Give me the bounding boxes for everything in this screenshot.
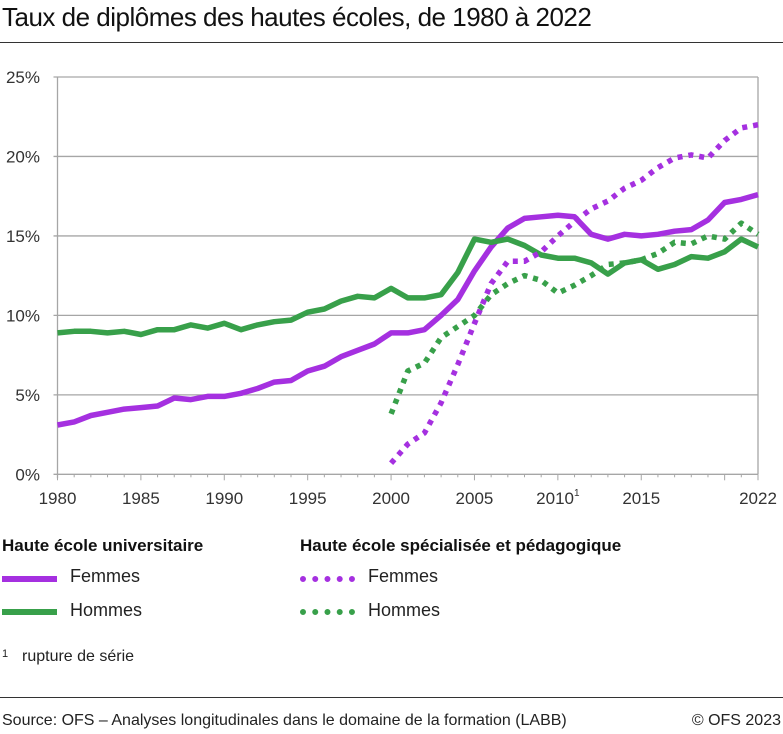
x-tick-label: 20101	[536, 488, 580, 508]
x-tick-label: 2022	[739, 489, 777, 508]
series-line-univ-hommes	[57, 236, 760, 338]
legend-swatch-hes-hommes	[300, 609, 355, 615]
x-tick-label: 1990	[205, 489, 243, 508]
x-tick-label: 2005	[456, 489, 494, 508]
x-tick-label: 2000	[372, 489, 410, 508]
series-line-hes-hommes	[388, 220, 760, 415]
line-chart: 0% 5% 10% 15% 20% 25% 1980 1985 1990 1995 2000 2005…	[6, 68, 777, 508]
series-line-hes-femmes	[389, 121, 759, 466]
copyright-text: © OFS 2023	[691, 712, 781, 729]
x-tick-label: 1995	[289, 489, 327, 508]
chart-title: Taux de diplômes des hautes écoles, de 1…	[2, 2, 592, 32]
x-tick-label: 1985	[122, 489, 160, 508]
title-divider	[0, 42, 783, 43]
legend-label-univ-hommes: Hommes	[70, 600, 143, 620]
y-tick-label: 0%	[15, 465, 40, 484]
legend-swatch-univ-femmes	[2, 576, 57, 582]
footer-divider	[0, 697, 783, 698]
legend-label-univ-femmes: Femmes	[70, 566, 141, 586]
y-tick-label: 5%	[15, 386, 40, 405]
y-tick-label: 10%	[6, 306, 40, 325]
footnote-mark: 1	[2, 648, 9, 660]
legend-swatch-univ-hommes	[2, 609, 57, 615]
legend-group-hes: Haute école spécialisée et pédagogique	[300, 536, 622, 555]
legend-label-hes-femmes: Femmes	[368, 566, 439, 586]
y-tick-label: 20%	[6, 147, 40, 166]
legend-swatch-hes-femmes	[300, 576, 355, 582]
footnote-text: rupture de série	[22, 648, 135, 665]
legend-group-university: Haute école universitaire	[2, 536, 204, 555]
x-tick-label: 2015	[622, 489, 660, 508]
series-line-univ-femmes	[56, 191, 759, 428]
y-tick-label: 25%	[6, 68, 40, 87]
legend-label-hes-hommes: Hommes	[368, 600, 441, 620]
x-tick-label: 1980	[39, 489, 77, 508]
y-tick-label: 15%	[6, 227, 40, 246]
source-text: Source: OFS – Analyses longitudinales da…	[2, 712, 567, 729]
